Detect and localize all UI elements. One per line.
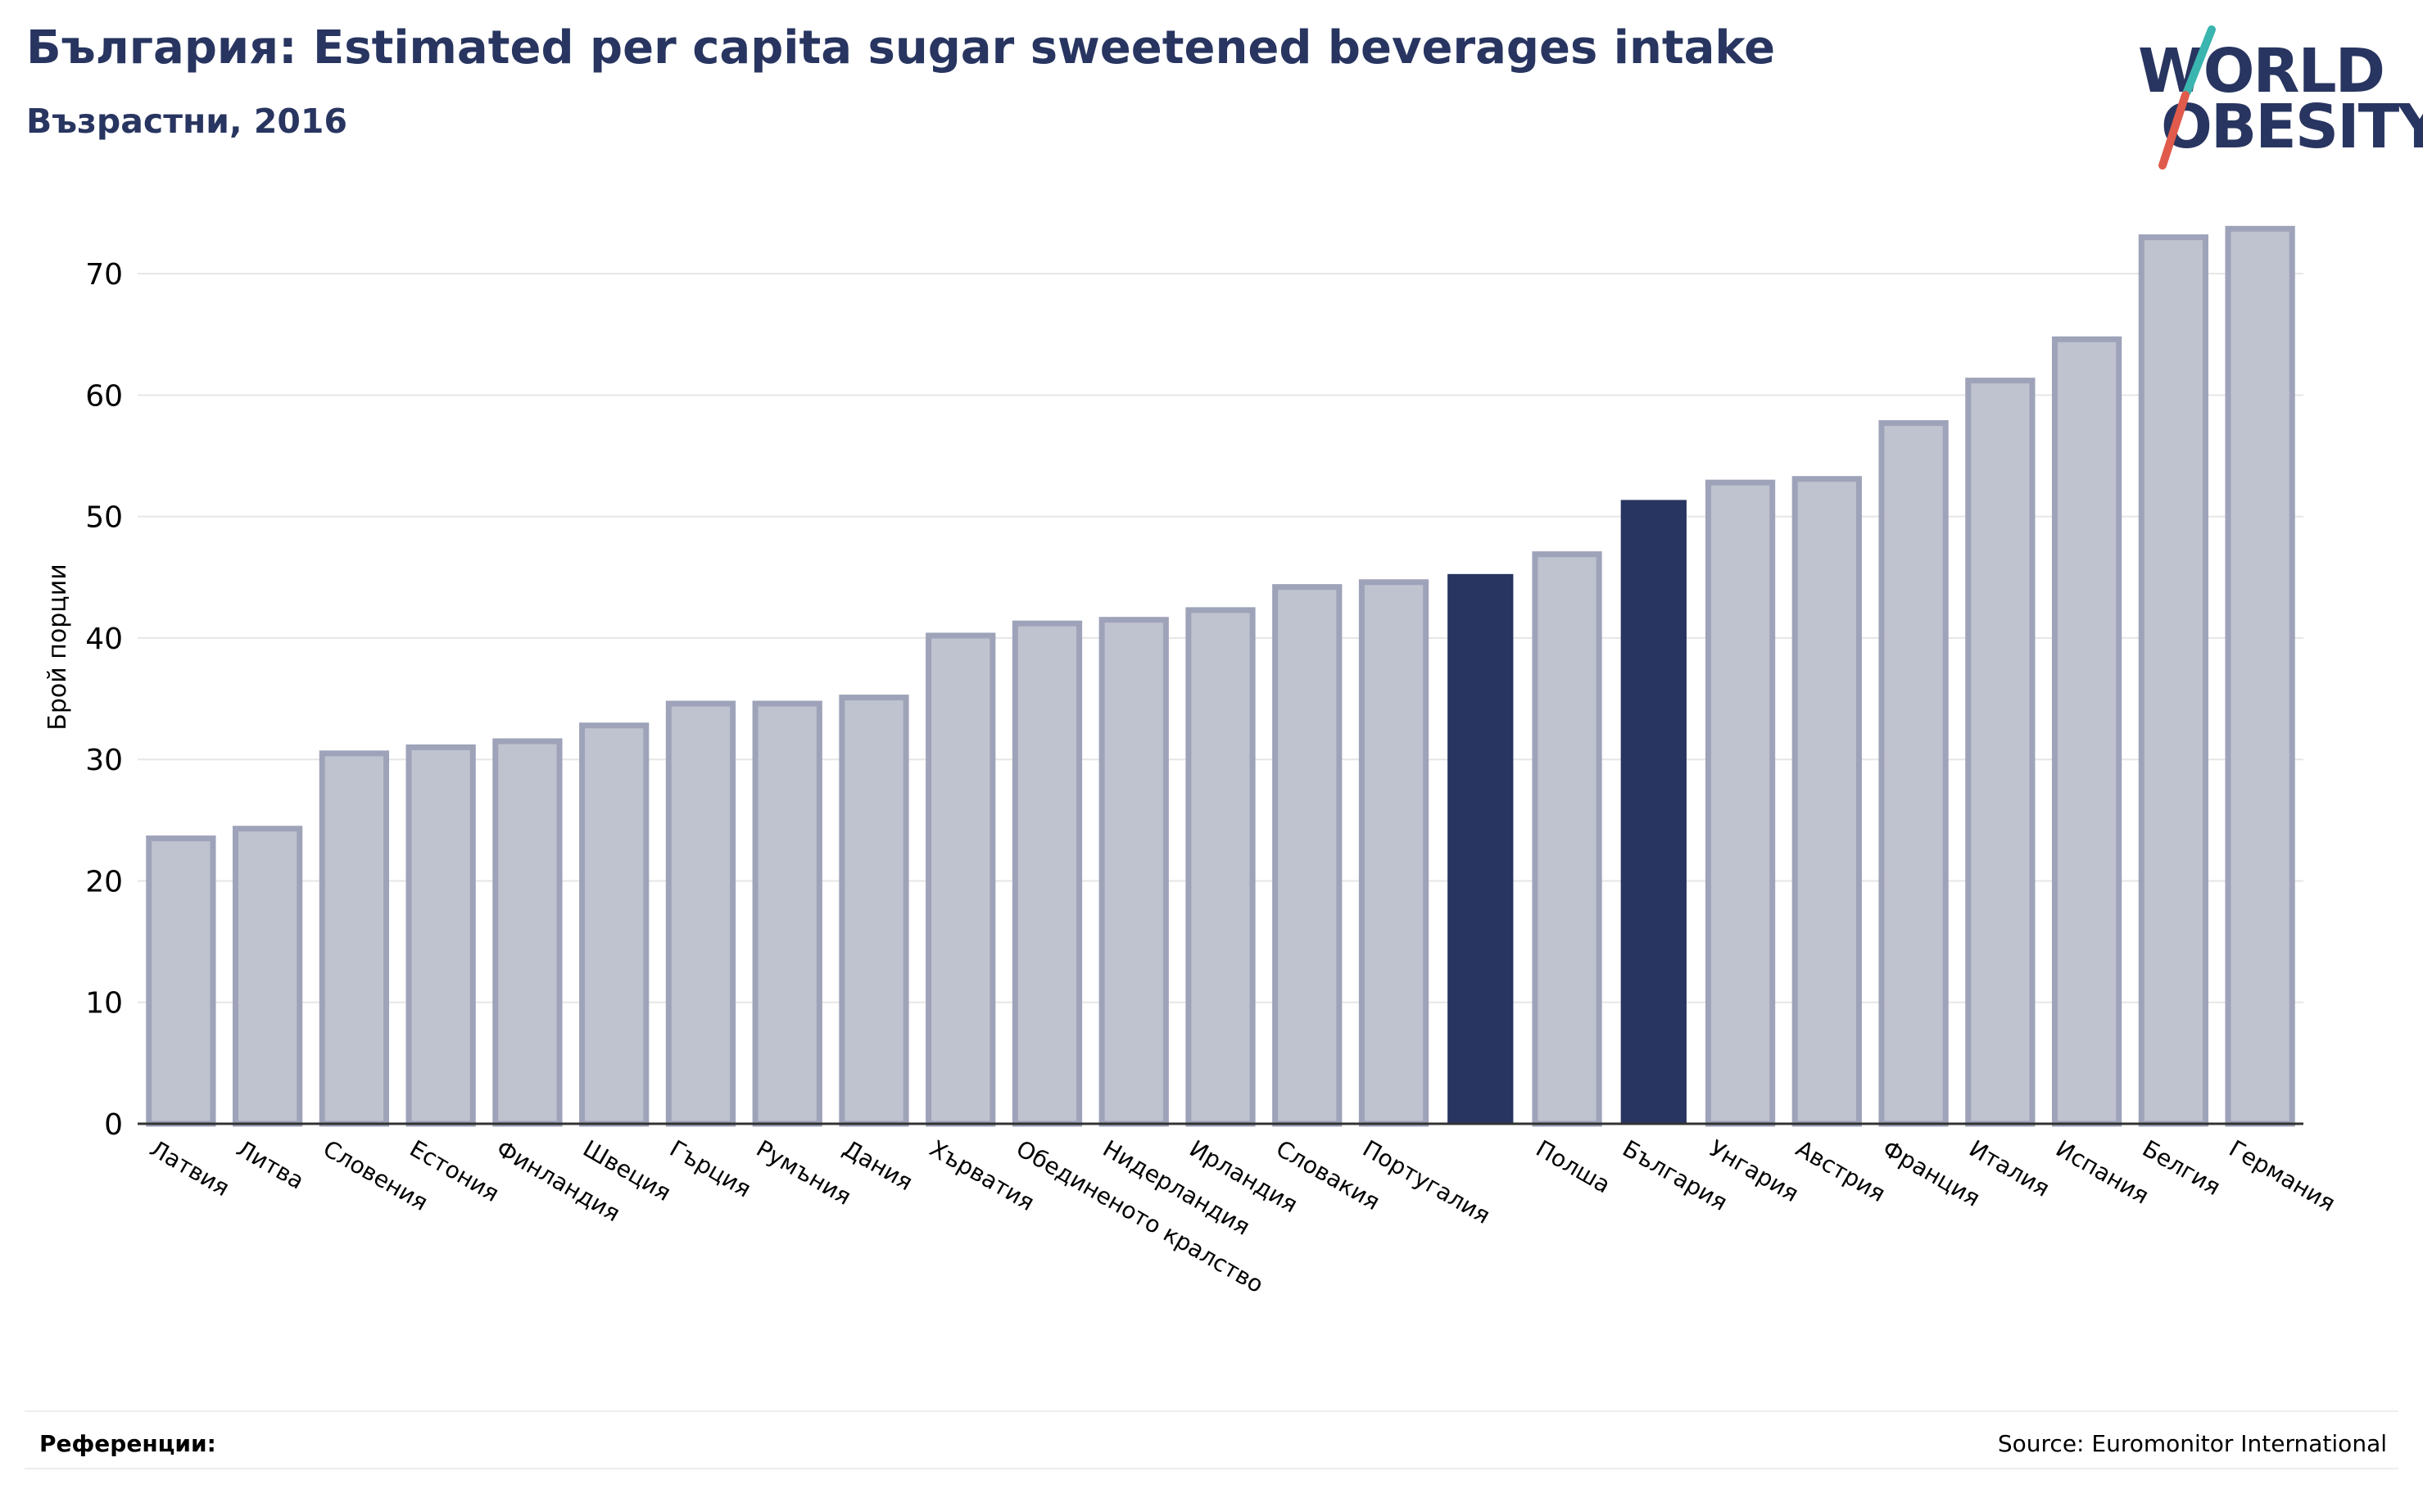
bar-highlighted — [1447, 573, 1514, 1125]
bar — [146, 835, 216, 1127]
bar — [1965, 378, 2036, 1127]
logo-word-world: WORLD — [2138, 36, 2385, 106]
footer-divider-top — [25, 1410, 2398, 1412]
bar — [1705, 479, 1776, 1127]
logo-word-obesity: OBESITY — [2161, 92, 2423, 162]
bar — [1878, 420, 1949, 1127]
bar — [839, 695, 909, 1127]
source-note: Source: Euromonitor International — [1997, 1430, 2387, 1457]
bar — [1532, 551, 1602, 1127]
y-tick-label: 70 — [85, 258, 123, 292]
y-tick-label: 50 — [85, 501, 123, 535]
bar — [2225, 225, 2295, 1127]
bar — [492, 738, 563, 1127]
y-axis-label: Брой порции — [43, 564, 72, 730]
page-subtitle: Възрастни, 2016 — [26, 102, 347, 141]
y-tick-label: 0 — [104, 1108, 123, 1142]
bar — [752, 700, 822, 1127]
y-tick-label: 60 — [85, 379, 123, 413]
world-obesity-logo: WORLD OBESITY — [2138, 25, 2423, 172]
x-tick-label: Полша — [1532, 1134, 1615, 1198]
references-label: Референции: — [39, 1430, 216, 1457]
x-tick-label: Литва — [232, 1134, 309, 1194]
x-tick-label: Румъния — [752, 1134, 856, 1210]
bar — [233, 826, 303, 1127]
x-tick-label: Германия — [2225, 1134, 2340, 1216]
footer-divider-bottom — [25, 1468, 2398, 1469]
x-tick-label: Португалия — [1358, 1134, 1495, 1229]
bar — [2138, 234, 2208, 1127]
logo-slash-icon — [2158, 25, 2216, 170]
y-tick-label: 40 — [85, 622, 123, 656]
bar — [405, 744, 476, 1127]
bar — [579, 722, 650, 1127]
y-tick-label: 30 — [85, 744, 123, 777]
x-tick-label: Гърция — [665, 1134, 756, 1202]
x-tick-label: Белгия — [2138, 1134, 2226, 1201]
bar — [2051, 336, 2122, 1127]
bar — [1098, 617, 1169, 1127]
x-tick-label: Испания — [2051, 1134, 2154, 1209]
bar — [319, 750, 390, 1127]
bar — [665, 700, 736, 1127]
bar — [1358, 579, 1429, 1127]
x-tick-label: Латвия — [145, 1134, 233, 1202]
x-tick-label: Австрия — [1791, 1134, 1891, 1207]
bar — [1791, 476, 1862, 1127]
y-tick-label: 10 — [85, 987, 123, 1021]
bar — [1012, 620, 1083, 1127]
x-tick-label: Франция — [1878, 1134, 1985, 1211]
y-tick-label: 20 — [85, 865, 123, 899]
bar-highlighted — [1620, 500, 1687, 1125]
page-title: България: Estimated per capita sugar swe… — [26, 21, 1776, 75]
bar — [926, 632, 996, 1127]
bar — [1272, 584, 1343, 1127]
bar — [1185, 607, 1256, 1127]
